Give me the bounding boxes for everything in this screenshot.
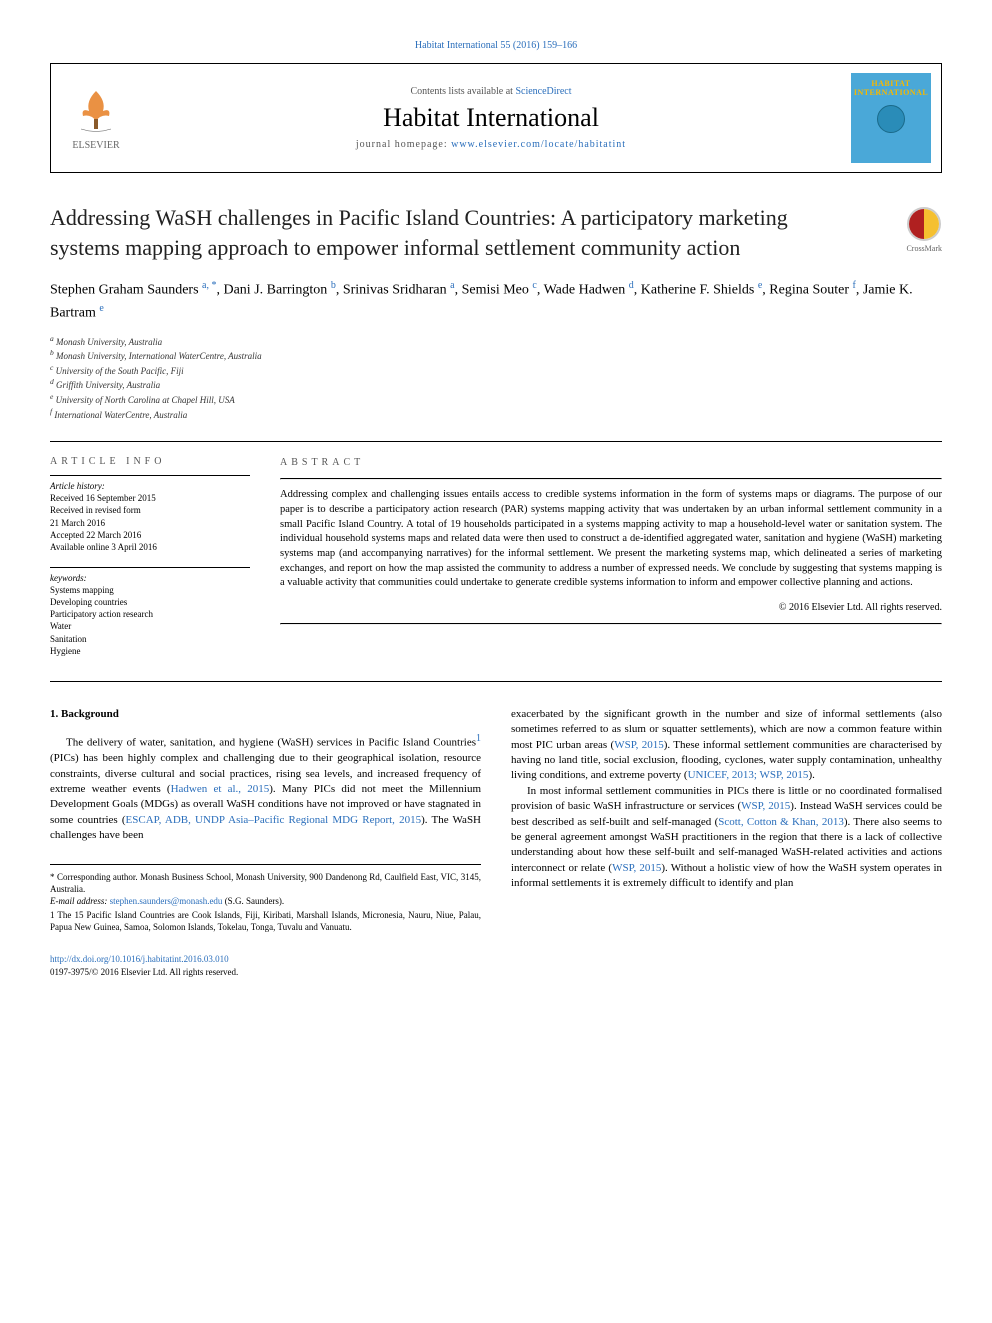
- top-citation[interactable]: Habitat International 55 (2016) 159–166: [50, 40, 942, 51]
- footnote-ref-1[interactable]: 1: [476, 733, 481, 744]
- body-para-2: exacerbated by the significant growth in…: [511, 707, 942, 784]
- crossmark-label: CrossMark: [906, 244, 942, 253]
- doi-link[interactable]: http://dx.doi.org/10.1016/j.habitatint.2…: [50, 954, 229, 964]
- citation-link[interactable]: ESCAP, ADB, UNDP Asia–Pacific Regional M…: [126, 814, 422, 826]
- authors-list: Stephen Graham Saunders a, *, Dani J. Ba…: [50, 278, 942, 323]
- citation-link[interactable]: Scott, Cotton & Khan, 2013: [718, 816, 844, 828]
- corresponding-author: * Corresponding author. Monash Business …: [50, 871, 481, 895]
- sciencedirect-link[interactable]: ScienceDirect: [515, 86, 571, 97]
- homepage-line: journal homepage: www.elsevier.com/locat…: [141, 139, 841, 150]
- journal-cover: HABITAT INTERNATIONAL: [851, 73, 931, 163]
- affiliations-list: a Monash University, Australiab Monash U…: [50, 334, 942, 422]
- homepage-link[interactable]: www.elsevier.com/locate/habitatint: [451, 139, 626, 150]
- cover-title: HABITAT INTERNATIONAL: [854, 79, 928, 97]
- section-heading-1: 1. Background: [50, 707, 481, 722]
- publisher-name: ELSEVIER: [72, 140, 119, 151]
- contents-pre: Contents lists available at: [410, 86, 515, 97]
- footnotes: * Corresponding author. Monash Business …: [50, 864, 481, 934]
- article-title: Addressing WaSH challenges in Pacific Is…: [50, 203, 808, 262]
- email-line: E-mail address: stephen.saunders@monash.…: [50, 895, 481, 907]
- crossmark-widget[interactable]: CrossMark: [906, 207, 942, 253]
- abstract-text: Addressing complex and challenging issue…: [280, 488, 942, 591]
- crossmark-icon: [907, 207, 941, 241]
- citation-link[interactable]: WSP, 2015: [614, 739, 664, 751]
- divider: [50, 441, 942, 442]
- history-block: Received 16 September 2015Received in re…: [50, 492, 250, 553]
- body-column-left: 1. Background The delivery of water, san…: [50, 707, 481, 933]
- article-info: ARTICLE INFO Article history: Received 1…: [50, 456, 250, 671]
- contents-line: Contents lists available at ScienceDirec…: [141, 86, 841, 97]
- history-label: Article history:: [50, 481, 250, 491]
- citation-link[interactable]: WSP, 2015: [741, 800, 790, 812]
- citation-link[interactable]: Hadwen et al., 2015: [171, 783, 270, 795]
- abstract-heading: ABSTRACT: [280, 456, 942, 470]
- abstract: ABSTRACT Addressing complex and challeng…: [280, 456, 942, 671]
- journal-header: ELSEVIER Contents lists available at Sci…: [50, 63, 942, 173]
- body-para-3: In most informal settlement communities …: [511, 784, 942, 892]
- keywords-block: Systems mappingDeveloping countriesParti…: [50, 584, 250, 657]
- journal-title: Habitat International: [141, 103, 841, 133]
- body-column-right: exacerbated by the significant growth in…: [511, 707, 942, 933]
- citation-link[interactable]: UNICEF, 2013; WSP, 2015: [688, 769, 809, 781]
- elsevier-logo: ELSEVIER: [51, 64, 141, 172]
- homepage-pre: journal homepage:: [356, 139, 451, 150]
- page-footer: http://dx.doi.org/10.1016/j.habitatint.2…: [50, 953, 942, 978]
- email-link[interactable]: stephen.saunders@monash.edu: [110, 896, 223, 906]
- abstract-copyright: © 2016 Elsevier Ltd. All rights reserved…: [280, 601, 942, 615]
- footnote-1: 1 The 15 Pacific Island Countries are Co…: [50, 909, 481, 933]
- info-heading: ARTICLE INFO: [50, 456, 250, 467]
- citation-link[interactable]: WSP, 2015: [612, 862, 661, 874]
- elsevier-tree-icon: [71, 86, 121, 136]
- keywords-label: keywords:: [50, 573, 250, 583]
- globe-icon: [877, 105, 905, 133]
- issn-line: 0197-3975/© 2016 Elsevier Ltd. All right…: [50, 966, 942, 979]
- body-para-1: The delivery of water, sanitation, and h…: [50, 732, 481, 843]
